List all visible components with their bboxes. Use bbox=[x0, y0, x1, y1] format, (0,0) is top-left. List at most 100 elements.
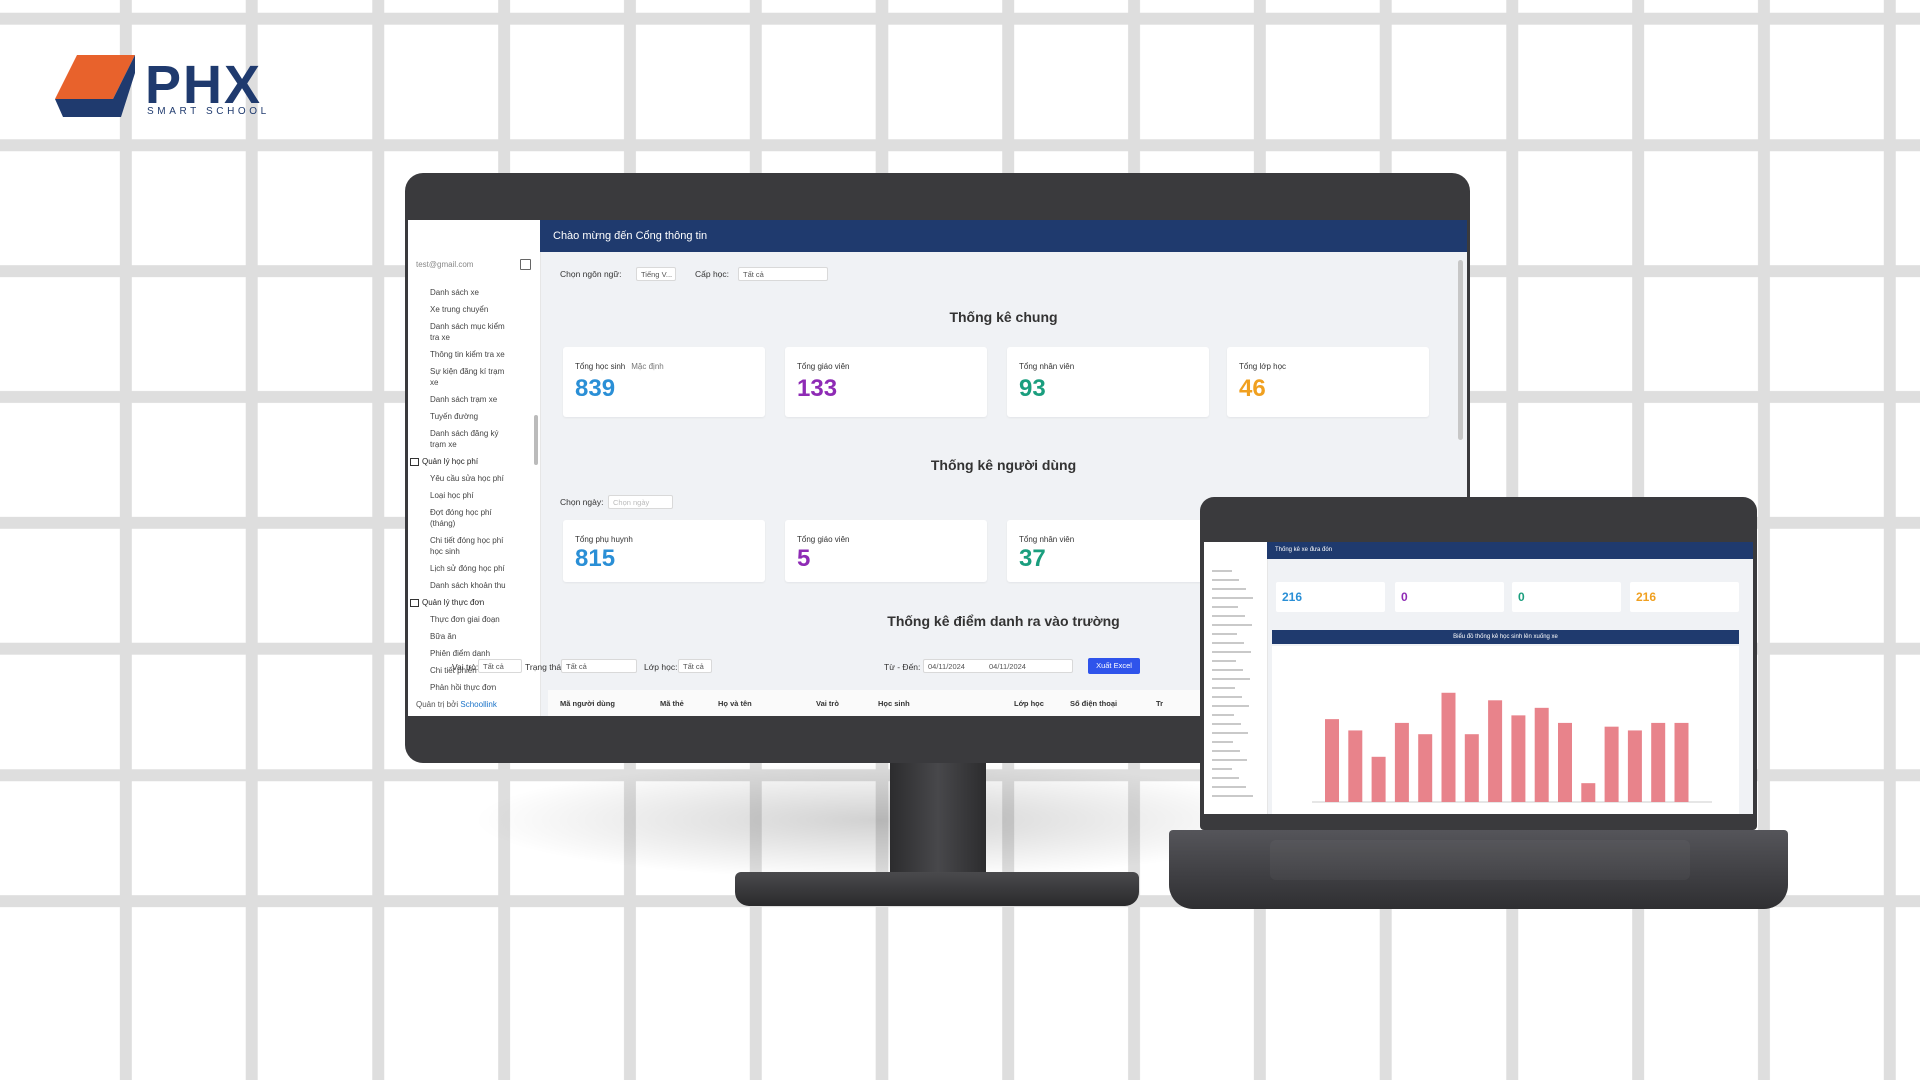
menu-placeholder bbox=[1212, 786, 1246, 788]
menu-label: Quản lý học phí bbox=[422, 457, 479, 466]
bar bbox=[1674, 722, 1689, 802]
filter-select[interactable]: Tất cả bbox=[478, 659, 522, 673]
export-button[interactable]: Xuất Excel bbox=[1088, 658, 1140, 674]
menu-item[interactable]: Quản lý học phí bbox=[410, 453, 502, 470]
card-value: 37 bbox=[1019, 545, 1046, 572]
menu-item[interactable]: Xe trung chuyển bbox=[418, 301, 510, 318]
stat-card: Tổng giáo viên 133 bbox=[785, 347, 987, 417]
filter-label: Trạng thái: bbox=[525, 662, 566, 672]
menu-placeholder bbox=[1212, 759, 1247, 761]
card-label-text: Tổng nhân viên bbox=[1019, 535, 1075, 544]
card-label: Tổng phụ huynh bbox=[575, 535, 633, 544]
menu-placeholder bbox=[1212, 633, 1237, 635]
menu-item[interactable]: Thực đơn giai đoạn bbox=[418, 611, 510, 628]
menu-label: Chi tiết đóng học phí học sinh bbox=[430, 536, 504, 556]
menu-placeholder bbox=[1212, 669, 1243, 671]
user-email: test@gmail.com bbox=[416, 260, 474, 269]
column-header[interactable]: Tr bbox=[1156, 699, 1164, 708]
laptop-card: 216 bbox=[1630, 582, 1739, 612]
filter-label: Lớp học: bbox=[644, 662, 678, 672]
footer-link[interactable]: Schoollink bbox=[460, 700, 497, 709]
column-header[interactable]: Mã thẻ bbox=[660, 699, 684, 708]
menu-label: Tuyến đường bbox=[430, 412, 479, 421]
column-header[interactable]: Học sinh bbox=[878, 699, 910, 708]
filter-label: Từ - Đến: bbox=[884, 662, 921, 672]
menu-placeholder bbox=[1212, 768, 1232, 770]
menu-item[interactable]: Danh sách đăng ký trạm xe bbox=[418, 425, 510, 453]
card-label-text: Tổng giáo viên bbox=[797, 535, 850, 544]
date-range[interactable]: 04/11/2024 04/11/2024 bbox=[923, 659, 1073, 673]
menu-label: Sự kiện đăng kí trạm xe bbox=[430, 367, 505, 387]
laptop-card-value: 0 bbox=[1401, 590, 1408, 604]
date-to: 04/11/2024 bbox=[988, 662, 1026, 671]
menu-label: Yêu cầu sửa học phí bbox=[430, 474, 504, 483]
menu-placeholder bbox=[1212, 741, 1233, 743]
stat-card: Tổng nhân viên 37 bbox=[1007, 520, 1209, 582]
laptop-card-value: 216 bbox=[1282, 590, 1303, 604]
logo-mark bbox=[55, 55, 135, 117]
bar bbox=[1371, 756, 1386, 802]
menu-item[interactable]: Chi tiết đóng học phí học sinh bbox=[418, 532, 510, 560]
brand: PHX bbox=[145, 55, 263, 115]
menu-item[interactable]: Quản lý thực đơn bbox=[410, 594, 502, 611]
menu-item[interactable]: Yêu cầu sửa học phí bbox=[418, 470, 510, 487]
laptop-card: 0 bbox=[1512, 582, 1621, 612]
footer-text: Quản trị bởi bbox=[416, 700, 459, 709]
card-label-text: Tổng phụ huynh bbox=[575, 535, 633, 544]
menu-placeholder bbox=[1212, 588, 1246, 590]
menu-placeholder bbox=[1212, 624, 1252, 626]
menu-label: Bữa ăn bbox=[430, 632, 457, 641]
menu-label: Phản hồi thực đơn bbox=[430, 683, 497, 692]
level-select[interactable]: Tất cả bbox=[738, 267, 828, 281]
card-extra[interactable]: Mặc định bbox=[631, 362, 664, 371]
chart-title: Biểu đồ thống kê học sinh lên xuống xe bbox=[1272, 630, 1739, 644]
card-label: Tổng giáo viên bbox=[797, 535, 849, 544]
column-header[interactable]: Vai trò bbox=[816, 699, 839, 708]
menu-placeholder bbox=[1212, 660, 1236, 662]
keyboard-area bbox=[1270, 840, 1690, 880]
menu-placeholder bbox=[1212, 750, 1240, 752]
menu-item[interactable]: Chi tiết phiên bbox=[418, 662, 510, 679]
menu-item[interactable]: Danh sách khoản thu bbox=[418, 577, 510, 594]
menu-item[interactable]: Danh sách xe bbox=[418, 284, 510, 301]
scrollbar[interactable] bbox=[1458, 260, 1463, 440]
stat-card: Tổng học sinh Mặc định 839 bbox=[563, 347, 765, 417]
menu-item[interactable]: Đợt đóng học phí (tháng) bbox=[418, 504, 510, 532]
section-title: Thống kê điểm danh ra vào trường bbox=[887, 613, 1120, 629]
menu-item[interactable]: Lịch sử đóng học phí bbox=[418, 560, 510, 577]
language-select[interactable]: Tiếng V... bbox=[636, 267, 676, 281]
menu-item[interactable]: Phản hồi thực đơn bbox=[418, 679, 510, 696]
bar bbox=[1558, 722, 1572, 802]
menu-item[interactable]: Phiên điểm danh bbox=[418, 645, 510, 662]
laptop-base bbox=[1169, 830, 1788, 909]
menu-item[interactable]: Danh sách mục kiểm tra xe bbox=[418, 318, 510, 346]
stat-card: Tổng giáo viên 5 bbox=[785, 520, 987, 582]
menu-item[interactable]: Thông tin kiểm tra xe bbox=[418, 346, 510, 363]
menu-item[interactable]: Danh sách trạm xe bbox=[418, 391, 510, 408]
menu-placeholder bbox=[1212, 732, 1248, 734]
menu-item[interactable]: Loại học phí bbox=[418, 487, 510, 504]
scrollbar[interactable] bbox=[534, 415, 538, 465]
filter-select[interactable]: Tất cả bbox=[561, 659, 637, 673]
column-header[interactable]: Họ và tên bbox=[718, 699, 752, 708]
date-picker[interactable]: Chọn ngày bbox=[608, 495, 673, 509]
menu-placeholder bbox=[1212, 714, 1234, 716]
bar bbox=[1651, 722, 1666, 802]
menu-item[interactable]: Bữa ăn bbox=[418, 628, 510, 645]
date-from: 04/11/2024 bbox=[928, 662, 965, 671]
filter-label: Chọn ngôn ngữ: bbox=[560, 269, 622, 279]
card-label-text: Tổng giáo viên bbox=[797, 362, 850, 371]
column-header[interactable]: Mã người dùng bbox=[560, 699, 615, 708]
column-header[interactable]: Lớp học bbox=[1014, 699, 1044, 708]
menu-label: Lịch sử đóng học phí bbox=[430, 564, 505, 573]
column-header[interactable]: Số điện thoại bbox=[1070, 699, 1118, 708]
menu-icon bbox=[410, 599, 419, 607]
menu-placeholder bbox=[1212, 570, 1232, 572]
card-value: 5 bbox=[797, 545, 811, 572]
section-title: Thống kê người dùng bbox=[930, 457, 1077, 473]
filter-select[interactable]: Tất cả bbox=[678, 659, 712, 673]
card-value: 46 bbox=[1239, 375, 1266, 402]
menu-item[interactable]: Sự kiện đăng kí trạm xe bbox=[418, 363, 510, 391]
menu-item[interactable]: Tuyến đường bbox=[418, 408, 510, 425]
logout-button[interactable] bbox=[520, 259, 531, 270]
